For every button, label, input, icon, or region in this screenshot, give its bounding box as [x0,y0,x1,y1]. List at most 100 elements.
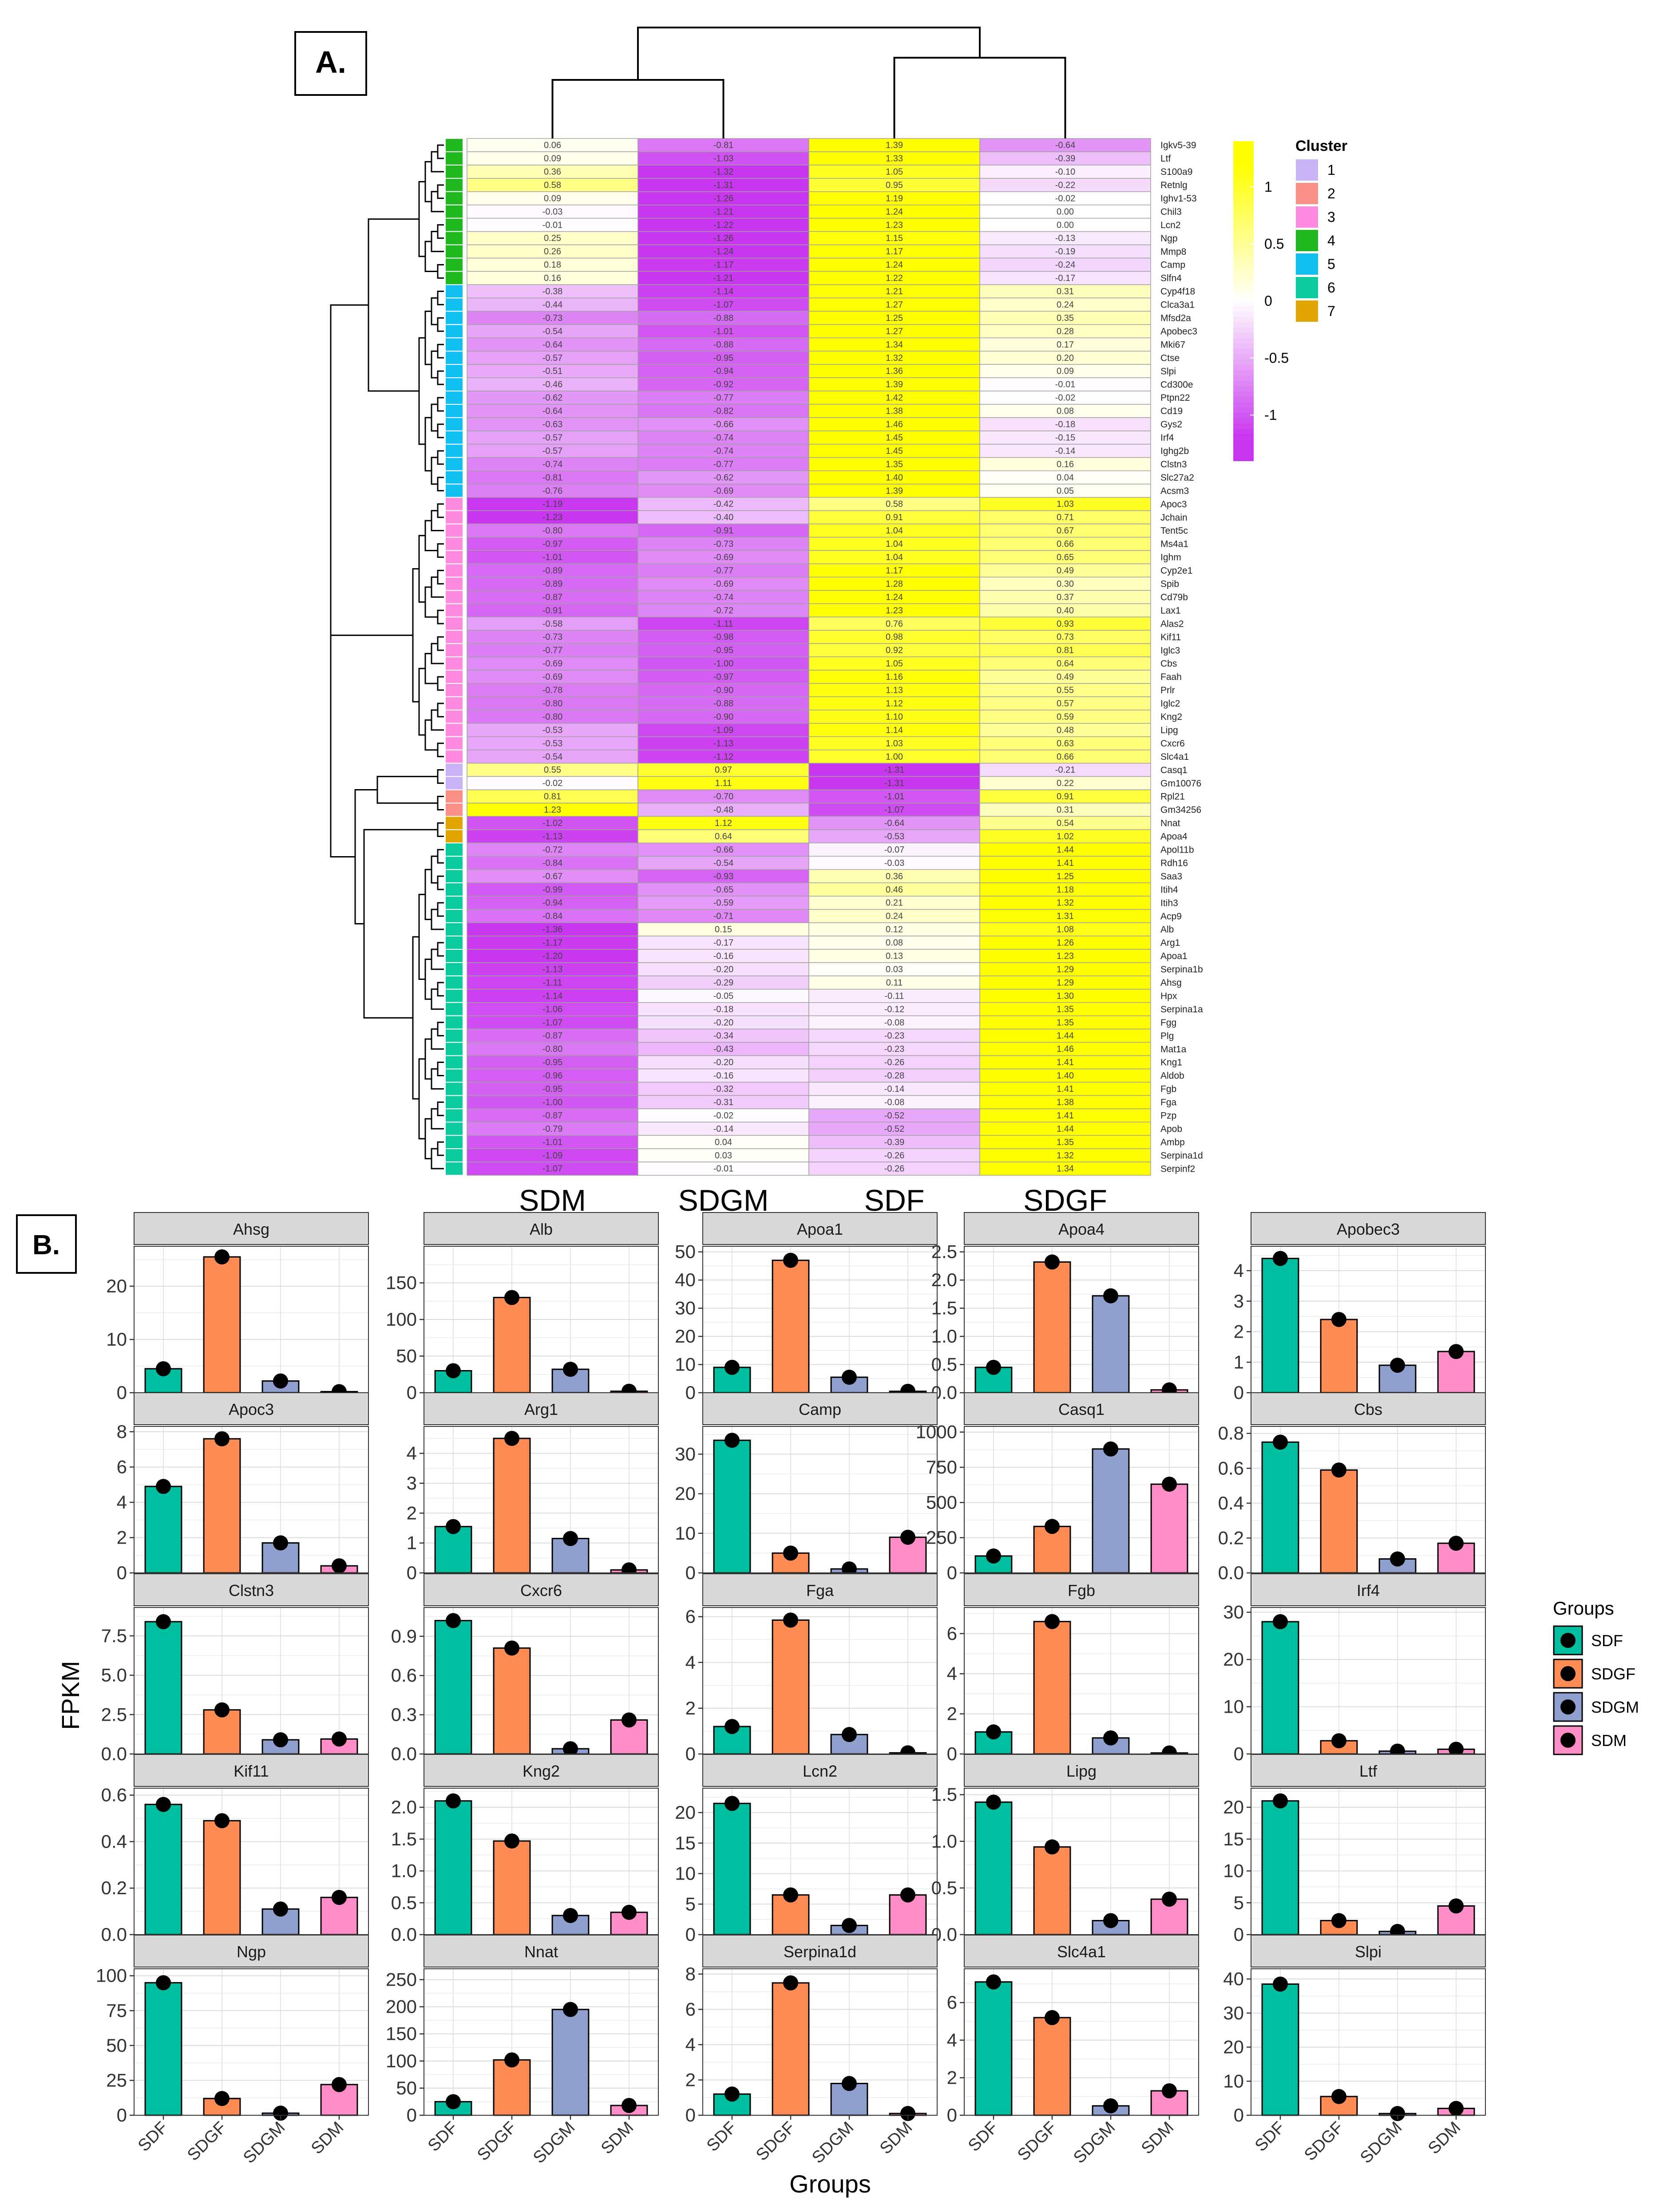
cluster-cell [445,443,463,458]
facet-title: Ltf [1359,1762,1378,1780]
cluster-legend-swatch [1295,276,1319,299]
heatmap-cell [637,563,809,578]
cluster-cell [445,802,463,817]
heatmap-cell [808,616,980,631]
heatmap-cell-value: 0.76 [886,619,903,629]
groups-legend-point [1560,1633,1576,1648]
facet-strip [424,1573,659,1606]
heatmap-cell-value: 0.28 [1057,327,1074,336]
bar-point [446,1519,461,1534]
colorbar-segment [1233,317,1254,323]
heatmap-cell-value: -0.23 [884,1031,905,1041]
heatmap-cell [979,523,1151,538]
heatmap-cell [467,404,638,418]
heatmap-cell-value: 0.48 [1057,725,1074,735]
heatmap-row-label: S100a9 [1160,167,1192,177]
heatmap-cell [979,364,1151,378]
heatmap-cell-value: 0.08 [886,938,903,948]
heatmap-cell-value: 1.27 [886,300,903,310]
heatmap-cell-value: 1.32 [886,353,903,363]
bar-point [622,1712,637,1728]
heatmap-cell-value: 0.91 [886,513,903,522]
heatmap-row-label: Lax1 [1160,605,1181,616]
heatmap-cell [808,696,980,711]
panel-a-label-box [294,31,367,96]
colorbar-segment [1233,349,1254,355]
bar-point [1103,1441,1118,1457]
heatmap-row-label: Lcn2 [1160,220,1181,230]
heatmap-cell-value: 1.41 [1057,858,1074,868]
heatmap-cell [808,151,980,166]
facet-border [702,1426,938,1573]
colorbar-segment [1233,290,1254,296]
colorbar-segment [1233,210,1254,216]
heatmap-cell [637,417,809,431]
bar-point [1273,1434,1288,1450]
cluster-cell [445,816,463,830]
heatmap-cell-value: 1.22 [886,273,903,283]
row-dendrogram-branch [330,470,355,857]
bar-point [446,2094,461,2109]
heatmap-cell [637,829,809,844]
heatmap-cell-value: -0.71 [713,912,734,921]
facet-title: Cxcr6 [520,1581,562,1600]
facet-strip [134,1573,369,1606]
heatmap-cell [637,324,809,338]
heatmap-cell-value: 0.81 [1057,646,1074,656]
bar-point [986,1974,1001,1990]
heatmap-cell-value: -0.43 [713,1044,734,1054]
heatmap-cell [637,736,809,750]
heatmap-cell [808,483,980,498]
heatmap-cell [808,762,980,777]
bar-point [332,1890,347,1905]
groups-legend-label: SDGF [1591,1665,1635,1683]
heatmap-cell-value: 1.35 [1057,1004,1074,1014]
heatmap-cell-value: 0.00 [1057,207,1074,217]
heatmap-cell-value: -1.31 [713,180,734,190]
y-axis-title: FPKM [56,1661,84,1730]
bar-point [156,1361,171,1376]
heatmap-cell-value: -0.84 [542,912,563,921]
heatmap-cell-value: 1.21 [886,287,903,296]
heatmap-cell-value: -0.99 [542,885,563,895]
heatmap-cell-value: -0.54 [542,752,563,762]
heatmap-row-label: Kng1 [1160,1058,1182,1068]
heatmap-cell-value: -1.11 [713,619,733,629]
heatmap-cell-value: -1.00 [542,1098,563,1107]
heatmap-cell-value: 0.09 [544,154,561,164]
heatmap-cell [467,723,638,737]
cluster-cell [445,417,463,431]
heatmap-cell-value: -0.16 [713,1071,734,1081]
cluster-cell [445,948,463,963]
heatmap-cell [979,483,1151,498]
heatmap-row-label: Lipg [1160,725,1178,735]
heatmap-cell [467,976,638,990]
facet-panel [964,1607,1199,1754]
heatmap-cell-value: -0.20 [713,964,734,974]
facet-strip [964,1392,1199,1425]
facet-border [964,1426,1199,1573]
heatmap-cell-value: -1.17 [542,938,563,948]
heatmap-cell [467,643,638,657]
facet-border [424,1426,659,1573]
heatmap-cell [637,710,809,724]
heatmap-cell-value: 0.00 [1057,220,1074,230]
heatmap-cell [637,470,809,485]
heatmap-cell-value: 0.57 [1057,699,1074,708]
bar-point [1103,1730,1118,1746]
y-tick-label: 0.0 [101,1743,127,1764]
heatmap-cell-value: -0.39 [884,1138,905,1147]
cluster-cell [445,856,463,870]
heatmap-row-label: Serpina1b [1160,964,1203,975]
colorbar-tick-label: -1 [1264,407,1277,423]
heatmap-cell [808,1161,980,1176]
heatmap-cell [637,896,809,910]
heatmap-cell-value: 1.30 [1057,991,1074,1001]
bar-point [214,1249,230,1264]
cluster-cell [445,1082,463,1096]
heatmap-cell-value: 0.93 [1057,619,1074,629]
heatmap-cell [467,205,638,219]
heatmap-cell-value: -0.07 [884,845,905,855]
bar-point [446,1793,461,1809]
bar-point [725,1719,740,1734]
